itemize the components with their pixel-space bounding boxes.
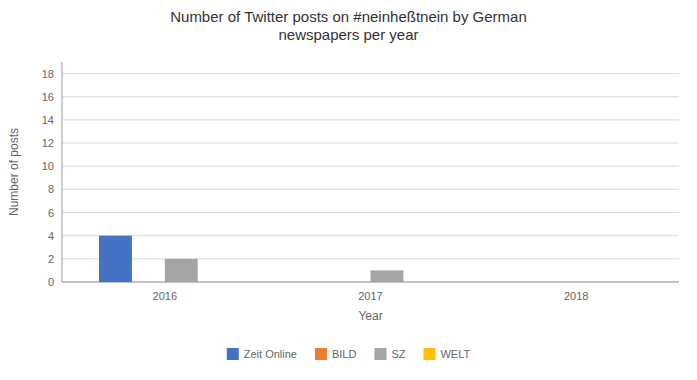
grid-line: [62, 119, 679, 120]
bar: [338, 282, 371, 283]
bar: [510, 282, 543, 283]
grid-line: [62, 96, 679, 97]
legend-swatch: [227, 348, 239, 360]
legend-label: SZ: [391, 348, 405, 360]
y-tick-label: 16: [42, 91, 54, 103]
y-tick-label: 4: [48, 230, 54, 242]
title-line: Number of Twitter posts on #neinheßtnein…: [170, 8, 527, 25]
y-tick-label: 2: [48, 253, 54, 265]
bar: [165, 259, 198, 282]
bar: [403, 282, 436, 283]
grid-line: [62, 235, 679, 236]
grid-line: [62, 166, 679, 167]
bar: [371, 270, 404, 282]
y-tick-label: 6: [48, 207, 54, 219]
title-line: newspapers per year: [278, 26, 418, 43]
bar: [609, 282, 642, 283]
legend-label: Zeit Online: [244, 348, 297, 360]
bar: [576, 282, 609, 283]
legend-label: WELT: [440, 348, 470, 360]
x-axis-label: Year: [358, 309, 382, 323]
y-tick-label: 8: [48, 183, 54, 195]
grid-line: [62, 143, 679, 144]
y-tick-label: 18: [42, 68, 54, 80]
grid: [62, 74, 679, 282]
grid-line: [62, 212, 679, 213]
bars: [99, 236, 403, 282]
y-tick-label: 12: [42, 137, 54, 149]
bar: [198, 282, 231, 283]
chart: Number of Twitter posts on #neinheßtnein…: [0, 0, 697, 380]
grid-line: [62, 73, 679, 74]
legend-swatch: [423, 348, 435, 360]
y-tick-label: 0: [48, 276, 54, 288]
y-tick-label: 14: [42, 114, 54, 126]
y-axis-line: [62, 62, 63, 282]
legend-swatch: [315, 348, 327, 360]
grid-line: [62, 258, 679, 259]
bar: [99, 236, 132, 282]
title: Number of Twitter posts on #neinheßtnein…: [170, 8, 527, 43]
legend-swatch: [374, 348, 386, 360]
x-tick-label: 2018: [564, 290, 588, 302]
bar: [543, 282, 576, 283]
x-tick-label: 2016: [153, 290, 177, 302]
bar: [305, 282, 338, 283]
legend: Zeit Online BILD SZ WELT: [227, 348, 471, 360]
legend-label: BILD: [332, 348, 357, 360]
x-tick-label: 2017: [358, 290, 382, 302]
y-axis-label: Number of posts: [7, 128, 21, 216]
grid-line: [62, 189, 679, 190]
y-tick-label: 10: [42, 160, 54, 172]
bar: [132, 282, 165, 283]
